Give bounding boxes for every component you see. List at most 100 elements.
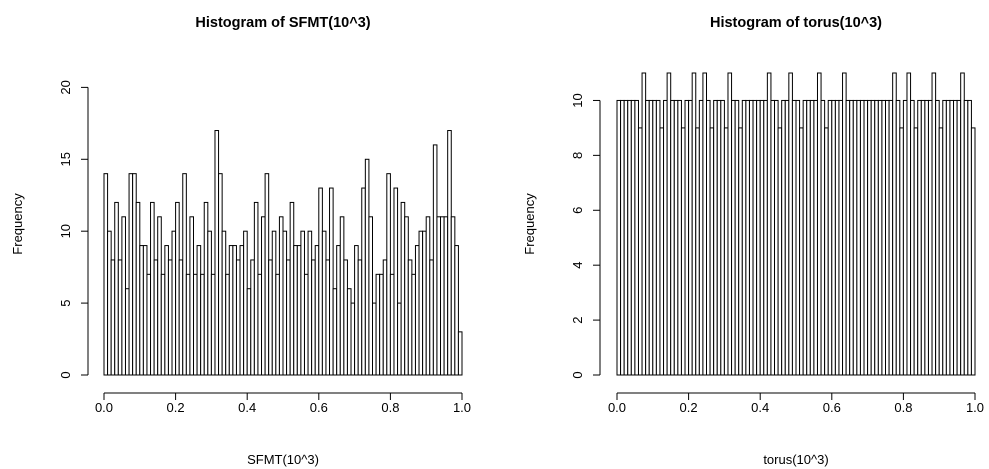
sfmt-histogram-bar — [296, 245, 302, 376]
sfmt-histogram-bar — [135, 201, 141, 376]
torus-histogram-bar — [960, 72, 965, 376]
sfmt-histogram-bar — [354, 245, 359, 376]
torus-histogram-bar — [620, 99, 625, 376]
sfmt-histogram-bar — [182, 173, 187, 376]
torus-histogram-bar — [702, 72, 707, 376]
sfmt-histogram-bar — [379, 273, 384, 376]
sfmt-histogram-bar — [178, 259, 184, 376]
sfmt-histogram-bar — [357, 259, 363, 376]
sfmt-histogram-bar — [124, 288, 130, 376]
sfmt-histogram-bar — [228, 245, 234, 376]
sfmt-histogram-bar — [311, 259, 316, 376]
torus-histogram-bar — [731, 99, 736, 376]
sfmt-histogram-bar — [225, 273, 230, 376]
torus-histogram-bar — [709, 127, 715, 376]
sfmt-histogram-bar — [404, 216, 409, 376]
sfmt-histogram-bar — [422, 230, 427, 376]
sfmt-histogram-bar — [107, 230, 112, 376]
torus-histogram-bar — [659, 127, 665, 376]
sfmt-histogram-bar — [375, 273, 381, 376]
sfmt-histogram-bar — [150, 201, 155, 376]
torus-histogram-bar — [838, 99, 844, 376]
sfmt-histogram-bar — [368, 216, 374, 376]
torus-histogram-bar — [867, 99, 872, 376]
torus-histogram-bar — [752, 99, 758, 376]
sfmt-histogram-bar — [300, 230, 305, 376]
torus-histogram-bar — [834, 99, 840, 376]
sfmt-histogram-bar — [440, 216, 445, 376]
sfmt-histogram-bar — [239, 245, 245, 376]
torus-histogram-bar — [842, 72, 847, 376]
sfmt-histogram-bar — [278, 216, 284, 376]
sfmt-x-tick-label: 0.6 — [310, 400, 328, 415]
sfmt-histogram-bar — [397, 302, 402, 376]
torus-histogram-bar — [856, 99, 861, 376]
torus-histogram-bar — [763, 99, 768, 376]
torus-histogram-bar — [806, 99, 811, 376]
sfmt-histogram-bar — [200, 273, 205, 376]
sfmt-histogram-bar — [114, 201, 119, 376]
torus-histogram-bar — [623, 99, 629, 376]
torus-histogram-bar — [881, 99, 886, 376]
torus-histogram-bar — [906, 72, 912, 376]
sfmt-histogram-bar — [332, 288, 338, 376]
torus-y-tick-label: 10 — [570, 93, 585, 107]
torus-histogram-bar — [902, 99, 908, 376]
torus-histogram-bar — [781, 99, 786, 376]
torus-histogram-bar — [627, 99, 632, 376]
sfmt-histogram-bar — [389, 273, 395, 376]
sfmt-histogram-bar — [221, 230, 227, 376]
sfmt-histogram-bar — [164, 245, 169, 376]
sfmt-histogram-bar — [214, 130, 220, 376]
torus-histogram-bar — [970, 127, 976, 376]
sfmt-histogram-bar — [271, 230, 277, 376]
sfmt-histogram-bar — [189, 216, 194, 376]
torus-histogram-bar — [727, 72, 733, 376]
torus-histogram-bar — [852, 99, 858, 376]
sfmt-histogram-bar — [142, 245, 148, 376]
sfmt-histogram-bar — [232, 245, 237, 376]
torus-histogram-bar — [888, 99, 894, 376]
torus-histogram-bar — [670, 99, 675, 376]
sfmt-histogram-bar — [350, 302, 356, 376]
sfmt-histogram-bar — [418, 230, 424, 376]
torus-histogram-bar — [784, 99, 790, 376]
torus-x-tick-label: 0.2 — [680, 400, 698, 415]
torus-histogram-bar — [766, 72, 772, 376]
sfmt-histogram-bar — [153, 259, 159, 376]
torus-histogram-bar — [831, 99, 836, 376]
sfmt-histogram-bar — [257, 273, 263, 376]
sfmt-histogram-panel: Histogram of SFMT(10^3) 0.0 0.2 0.4 0.6 0.8 1.… — [10, 15, 471, 467]
torus-histogram-bar — [802, 99, 808, 376]
sfmt-histogram-bar — [157, 216, 162, 376]
torus-histogram-bar — [938, 127, 944, 376]
sfmt-histogram-bar — [314, 245, 320, 376]
sfmt-histogram-bar — [250, 259, 255, 376]
torus-histogram-bar — [759, 99, 765, 376]
sfmt-histogram-bar — [454, 245, 459, 376]
sfmt-y-tick-label: 0 — [58, 371, 73, 378]
torus-histogram-bar — [748, 99, 754, 376]
torus-histogram-bar — [666, 72, 672, 376]
torus-histogram-bar — [663, 99, 668, 376]
sfmt-histogram-bar — [268, 259, 273, 376]
torus-x-tick-label: 0.6 — [823, 400, 841, 415]
sfmt-histogram-bar — [343, 259, 348, 376]
torus-histogram-bar — [877, 99, 883, 376]
sfmt-histogram-bar — [307, 230, 313, 376]
sfmt-histogram-bar — [339, 216, 345, 376]
sfmt-histogram-bar — [436, 216, 442, 376]
torus-histogram-bar — [927, 99, 933, 376]
sfmt-x-tick-label: 0.8 — [381, 400, 399, 415]
torus-y-tick-label: 6 — [570, 207, 585, 214]
sfmt-histogram-bar — [207, 230, 212, 376]
torus-histogram-bar — [734, 99, 740, 376]
torus-histogram-bar — [641, 72, 647, 376]
sfmt-x-tick-label: 0.4 — [238, 400, 256, 415]
torus-x-tick-label: 0.8 — [894, 400, 912, 415]
sfmt-histogram-bar — [289, 201, 295, 376]
sfmt-histogram-bar — [286, 259, 291, 376]
torus-histogram-bar — [634, 99, 639, 376]
torus-histogram-bar — [870, 99, 876, 376]
sfmt-histogram-bar — [243, 230, 248, 376]
